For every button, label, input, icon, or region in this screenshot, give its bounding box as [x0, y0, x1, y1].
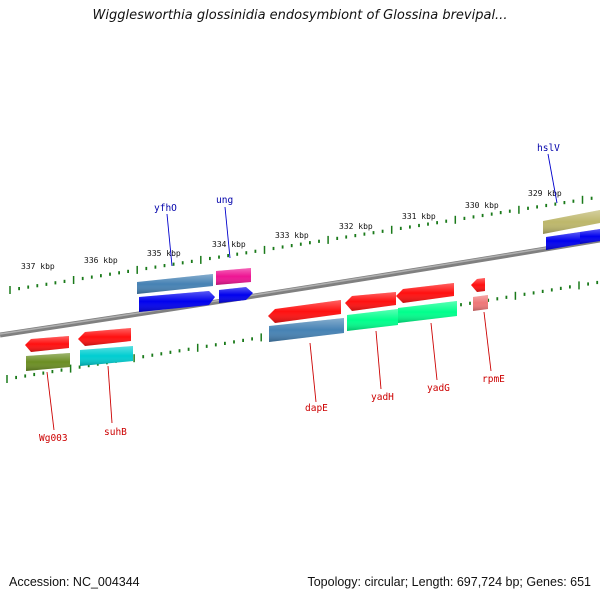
gene-feature[interactable]	[473, 295, 488, 311]
gene-feature[interactable]	[543, 210, 600, 234]
leader-line	[430, 322, 438, 381]
gene-label[interactable]: yadH	[371, 392, 394, 403]
genome-backbone-highlight	[0, 238, 600, 335]
scale-label: 335 kbp	[147, 249, 181, 258]
gene-feature[interactable]	[139, 291, 215, 312]
gene-feature[interactable]	[345, 292, 396, 311]
gene-feature[interactable]	[216, 268, 251, 285]
leader-line	[166, 213, 173, 267]
gene-label[interactable]: suhB	[104, 427, 127, 438]
gene-label[interactable]: yfhO	[154, 203, 177, 214]
gene-feature[interactable]	[471, 278, 485, 292]
leader-line	[375, 330, 382, 390]
genome-backbone	[0, 237, 600, 338]
gene-feature[interactable]	[580, 229, 600, 244]
map-title: Wigglesworthia glossinidia endosymbiont …	[92, 8, 508, 23]
gene-label[interactable]: rpmE	[482, 374, 505, 385]
leader-line	[224, 206, 231, 259]
accession-text: Accession: NC_004344	[9, 575, 140, 589]
upper-strand-features	[137, 210, 600, 312]
lower-gene-labels: Wg003 suhB dapE yadH yadG rpmE	[39, 374, 505, 444]
leader-lines	[46, 153, 558, 431]
scale-label: 333 kbp	[275, 231, 309, 240]
leader-line	[483, 311, 492, 372]
gene-feature[interactable]	[219, 287, 253, 303]
scale-label: 331 kbp	[402, 212, 436, 221]
gene-feature[interactable]	[347, 309, 398, 331]
leader-line	[309, 342, 317, 403]
gene-feature[interactable]	[546, 232, 580, 250]
gene-feature[interactable]	[26, 353, 70, 371]
gene-feature[interactable]	[268, 300, 341, 323]
gene-feature[interactable]	[137, 274, 213, 294]
gene-label[interactable]: Wg003	[39, 433, 68, 444]
gene-feature[interactable]	[25, 336, 69, 352]
gene-label[interactable]: ung	[216, 195, 233, 206]
leader-line	[107, 365, 113, 424]
gene-feature[interactable]	[80, 346, 133, 366]
gene-label[interactable]: yadG	[427, 383, 450, 394]
scale-label: 336 kbp	[84, 256, 118, 265]
upper-tick-track	[9, 195, 593, 294]
scale-label: 337 kbp	[21, 262, 55, 271]
gene-feature[interactable]	[269, 318, 344, 342]
lower-strand-features	[25, 278, 488, 371]
gene-feature[interactable]	[396, 283, 454, 303]
gene-label[interactable]: hslV	[537, 143, 560, 154]
topology-text: Topology: circular; Length: 697,724 bp; …	[307, 575, 591, 589]
gene-label[interactable]: dapE	[305, 403, 328, 414]
upper-gene-labels: yfhO ung hslV	[154, 143, 560, 214]
gene-feature[interactable]	[398, 301, 457, 323]
gene-feature[interactable]	[78, 328, 131, 346]
leader-line	[547, 153, 558, 204]
leader-line	[46, 371, 55, 431]
scale-label: 330 kbp	[465, 201, 499, 210]
scale-label: 329 kbp	[528, 189, 562, 198]
scale-label: 332 kbp	[339, 222, 373, 231]
